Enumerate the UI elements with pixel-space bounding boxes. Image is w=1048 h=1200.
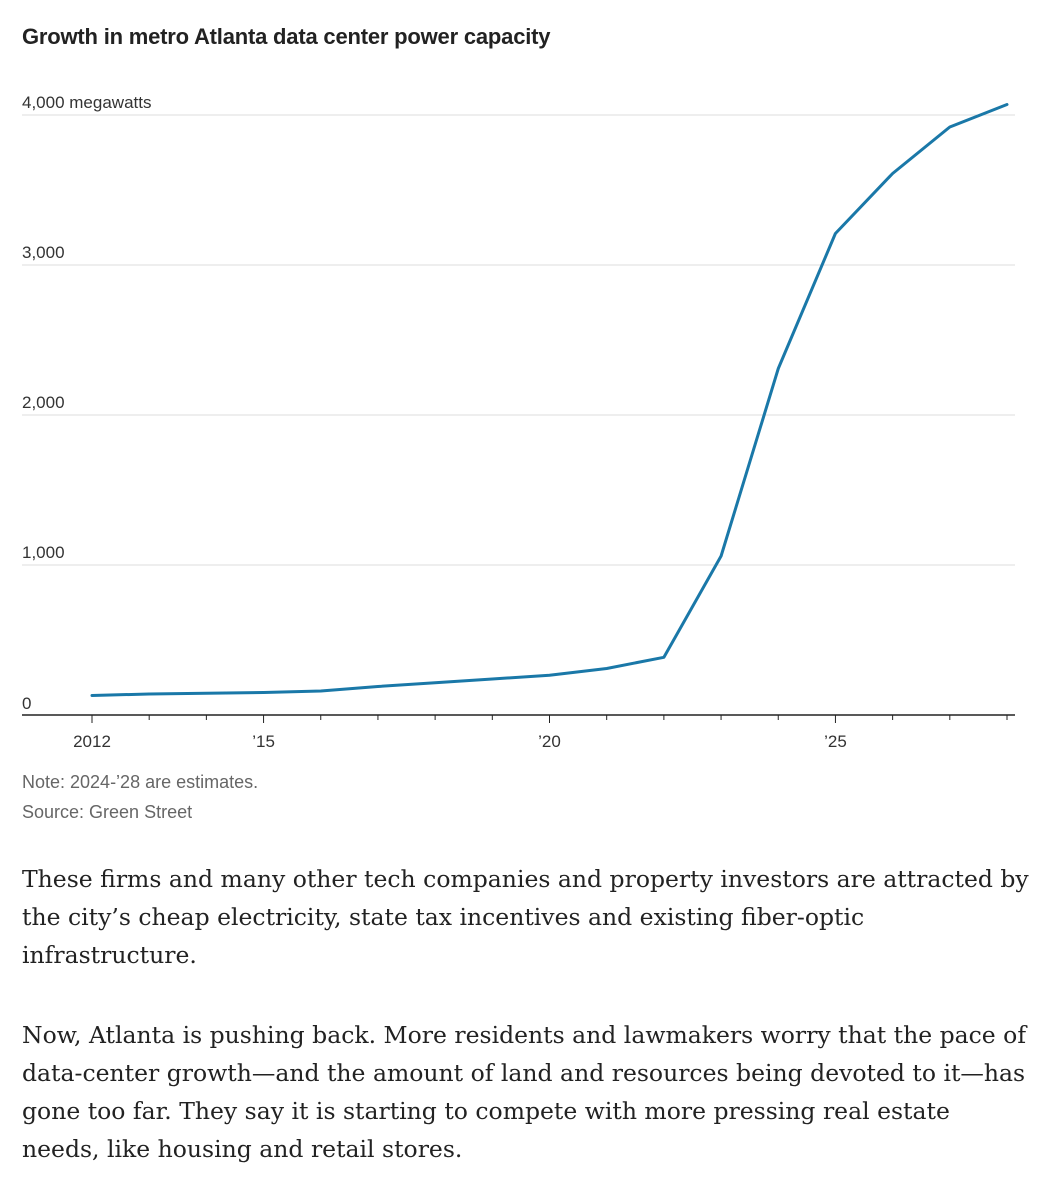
- chart-note: Note: 2024-’28 are estimates.: [22, 772, 259, 792]
- chart-source: Source: Green Street: [22, 802, 193, 822]
- x-tick-label: ’25: [824, 732, 847, 751]
- x-tick-label: ’20: [538, 732, 561, 751]
- series-line: [90, 103, 1009, 697]
- article-paragraph-1: These firms and many other tech companie…: [22, 865, 1029, 969]
- y-tick-label: 1,000: [22, 543, 65, 562]
- x-tick-label: 2012: [73, 732, 111, 751]
- y-tick-label: 2,000: [22, 393, 65, 412]
- y-tick-label: 4,000 megawatts: [22, 93, 151, 112]
- x-tick-label: ’15: [252, 732, 275, 751]
- line-chart: 0 1,000 2,000 3,000 4,000 megawatts 2012 ’15 ’2…: [22, 93, 1015, 751]
- chart-title: Growth in metro Atlanta data center powe…: [22, 24, 551, 49]
- article-paragraph-2: Now, Atlanta is pushing back. More resid…: [22, 1021, 1027, 1163]
- y-tick-label: 3,000: [22, 243, 65, 262]
- y-tick-label: 0: [22, 694, 31, 713]
